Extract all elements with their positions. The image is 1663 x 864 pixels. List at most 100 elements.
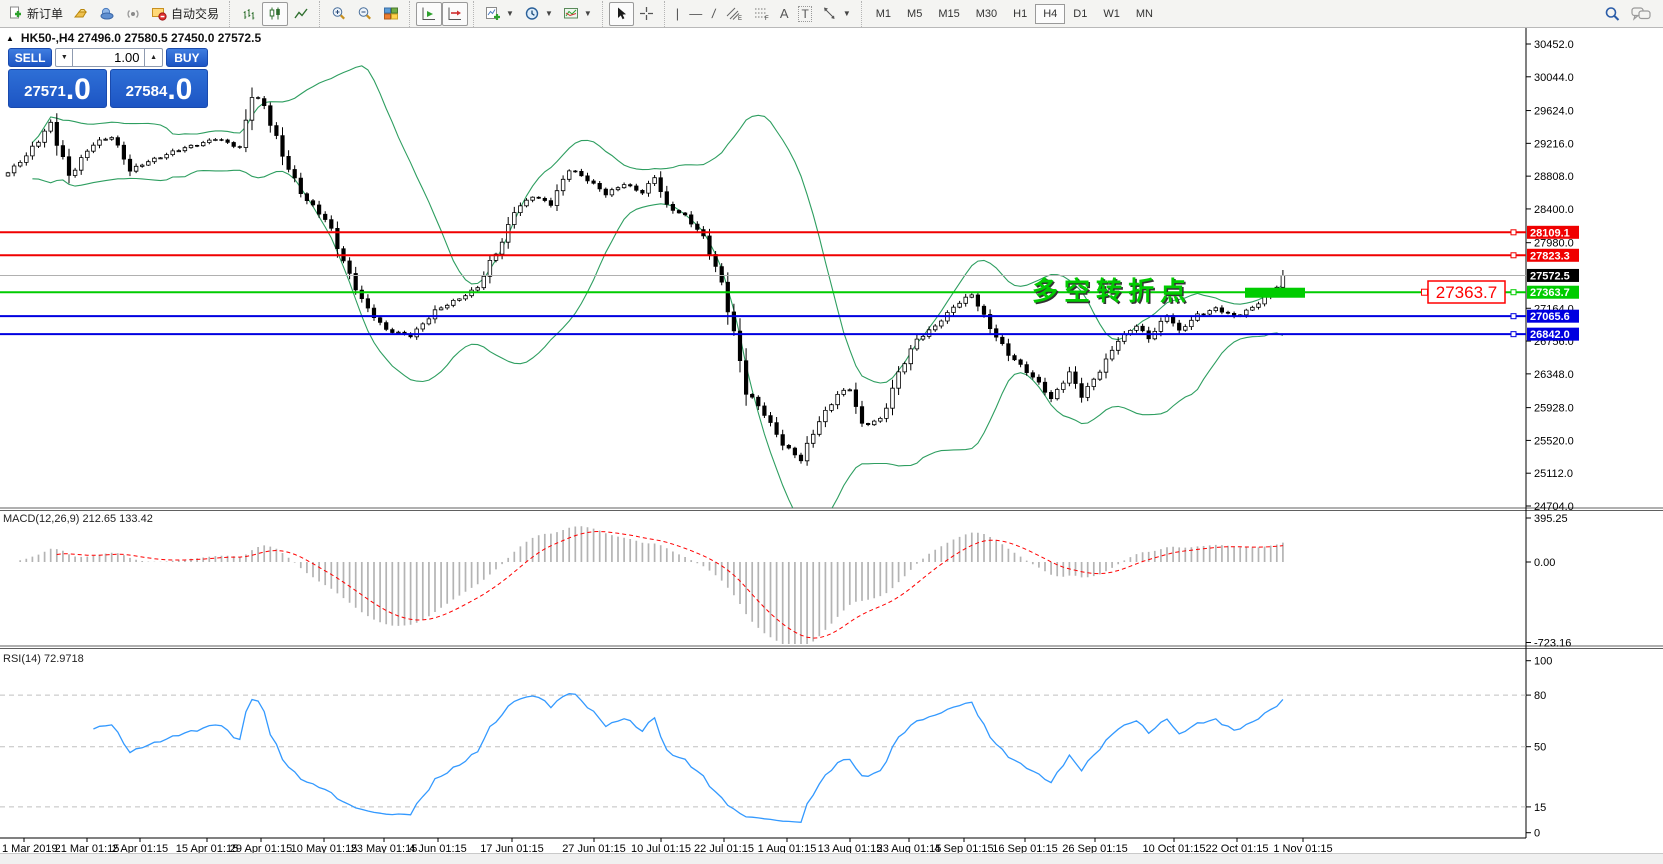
zoom-out-button[interactable] bbox=[352, 2, 378, 26]
svg-text:27065.6: 27065.6 bbox=[1530, 311, 1570, 323]
volume-input[interactable] bbox=[73, 48, 145, 67]
new-order-button[interactable]: 新订单 bbox=[3, 2, 68, 26]
svg-text:27572.5: 27572.5 bbox=[1530, 270, 1570, 282]
svg-text:25520.0: 25520.0 bbox=[1534, 435, 1574, 447]
svg-text:25928.0: 25928.0 bbox=[1534, 403, 1574, 415]
arrows-icon bbox=[823, 7, 835, 19]
buy-price-decimal: .0 bbox=[167, 73, 193, 106]
sell-button[interactable]: SELL bbox=[8, 48, 53, 67]
timeframe-m1[interactable]: M1 bbox=[875, 7, 892, 20]
line-chart-button[interactable] bbox=[288, 2, 314, 26]
svg-text:10 Oct 01:15: 10 Oct 01:15 bbox=[1143, 843, 1206, 855]
svg-text:29216.0: 29216.0 bbox=[1534, 138, 1574, 150]
vertical-line-button[interactable]: | bbox=[671, 2, 684, 26]
sell-price-main: 27571 bbox=[24, 83, 66, 100]
vertical-line-icon: | bbox=[675, 6, 680, 21]
new-chart-icon bbox=[486, 7, 501, 20]
chart-shift-icon bbox=[448, 7, 462, 20]
candlestick-chart-icon bbox=[269, 7, 280, 20]
fibonacci-button[interactable]: F bbox=[748, 2, 775, 26]
timeframe-mn[interactable]: MN bbox=[1135, 7, 1153, 20]
svg-text:28109.1: 28109.1 bbox=[1530, 227, 1570, 239]
svg-text:27823.3: 27823.3 bbox=[1530, 250, 1570, 262]
timeframe-w1[interactable]: W1 bbox=[1103, 7, 1120, 20]
new-order-label: 新订单 bbox=[27, 7, 64, 21]
horizontal-line-button[interactable]: — bbox=[684, 2, 707, 26]
buy-price-display[interactable]: 27584.0 bbox=[110, 69, 208, 108]
svg-text:27363.7: 27363.7 bbox=[1436, 283, 1497, 302]
timeframe-m30[interactable]: M30 bbox=[975, 7, 998, 20]
timeframe-m5[interactable]: M5 bbox=[907, 7, 923, 20]
svg-text:1 Nov 01:15: 1 Nov 01:15 bbox=[1273, 843, 1332, 855]
svg-text:13 Aug 01:15: 13 Aug 01:15 bbox=[818, 843, 883, 855]
auto-trading-icon bbox=[152, 8, 167, 21]
timeframe-d1[interactable]: D1 bbox=[1073, 7, 1088, 20]
svg-text:21 Mar 01:15: 21 Mar 01:15 bbox=[55, 843, 120, 855]
window-bottom-edge bbox=[0, 853, 1663, 864]
svg-text:100: 100 bbox=[1534, 656, 1552, 668]
chart-shift-button[interactable] bbox=[442, 1, 469, 26]
svg-text:4 Jun 01:15: 4 Jun 01:15 bbox=[409, 843, 467, 855]
candlestick-chart-button[interactable] bbox=[262, 1, 289, 26]
svg-text:0.00: 0.00 bbox=[1534, 557, 1555, 569]
text-label-icon: T bbox=[798, 5, 812, 22]
svg-text:27 Jun 01:15: 27 Jun 01:15 bbox=[562, 843, 626, 855]
search-icon[interactable] bbox=[1604, 6, 1621, 22]
arrows-button[interactable]: ▼ bbox=[817, 2, 856, 26]
svg-text:30452.0: 30452.0 bbox=[1534, 39, 1574, 51]
zoom-out-icon bbox=[358, 7, 372, 20]
line-chart-icon bbox=[294, 8, 308, 19]
svg-text:28400.0: 28400.0 bbox=[1534, 204, 1574, 216]
zoom-in-icon bbox=[332, 7, 346, 20]
bar-chart-button[interactable] bbox=[236, 2, 262, 26]
auto-trading-button[interactable]: 自动交易 bbox=[146, 2, 224, 26]
new-chart-button[interactable]: ▼ bbox=[480, 2, 519, 26]
sell-price-display[interactable]: 27571.0 bbox=[8, 69, 107, 108]
svg-text:26348.0: 26348.0 bbox=[1534, 369, 1574, 381]
svg-text:16 Sep 01:15: 16 Sep 01:15 bbox=[992, 843, 1057, 855]
timeframe-h1[interactable]: H1 bbox=[1013, 7, 1028, 20]
publish-button[interactable] bbox=[94, 2, 120, 26]
svg-text:15: 15 bbox=[1534, 802, 1546, 814]
broadcast-button[interactable] bbox=[120, 2, 146, 26]
svg-text:F: F bbox=[765, 16, 769, 21]
volume-increase-button[interactable]: ▲ bbox=[144, 48, 163, 67]
chart-template-button[interactable]: ▼ bbox=[558, 2, 597, 26]
text-button[interactable]: A bbox=[775, 2, 794, 26]
crosshair-icon bbox=[639, 7, 653, 20]
periods-clock-icon bbox=[525, 7, 539, 20]
tile-windows-button[interactable] bbox=[378, 2, 404, 26]
buy-button[interactable]: BUY bbox=[165, 48, 209, 67]
svg-text:22 Jul 01:15: 22 Jul 01:15 bbox=[694, 843, 754, 855]
svg-text:0: 0 bbox=[1534, 828, 1540, 840]
svg-text:1 Mar 2019: 1 Mar 2019 bbox=[2, 843, 58, 855]
cursor-button[interactable] bbox=[608, 1, 634, 26]
crosshair-button[interactable] bbox=[634, 2, 659, 26]
arrows-caret-icon: ▼ bbox=[842, 9, 851, 18]
text-icon: A bbox=[779, 6, 789, 21]
svg-text:23 Aug 01:15: 23 Aug 01:15 bbox=[877, 843, 942, 855]
collapse-triangle-icon[interactable]: ▲ bbox=[6, 33, 14, 43]
timeframe-h4[interactable]: H4 bbox=[1035, 3, 1066, 24]
auto-scroll-icon bbox=[422, 7, 436, 20]
symbol-ohlc-text: HK50-,H4 27496.0 27580.5 27450.0 27572.5 bbox=[20, 31, 262, 45]
chart-template-caret-icon: ▼ bbox=[583, 9, 592, 18]
svg-text:26842.0: 26842.0 bbox=[1530, 329, 1570, 341]
bar-chart-icon bbox=[243, 9, 255, 20]
equidistant-channel-icon: E bbox=[726, 7, 742, 21]
chat-icon[interactable] bbox=[1631, 6, 1651, 22]
svg-text:27363.7: 27363.7 bbox=[1530, 287, 1570, 299]
zoom-in-button[interactable] bbox=[326, 2, 352, 26]
svg-text:E: E bbox=[738, 16, 742, 21]
text-label-button[interactable]: T bbox=[793, 2, 816, 26]
auto-scroll-button[interactable] bbox=[416, 1, 443, 26]
periods-button[interactable]: ▼ bbox=[519, 2, 558, 26]
gold-ingot-button[interactable] bbox=[68, 2, 94, 26]
timeframe-m15[interactable]: M15 bbox=[938, 7, 960, 20]
svg-text:15 Apr 01:15: 15 Apr 01:15 bbox=[176, 843, 238, 855]
volume-decrease-button[interactable]: ▼ bbox=[55, 48, 74, 67]
gold-ingot-icon bbox=[73, 9, 88, 18]
svg-text:25112.0: 25112.0 bbox=[1534, 468, 1573, 480]
equidistant-channel-button[interactable]: E bbox=[721, 2, 748, 26]
